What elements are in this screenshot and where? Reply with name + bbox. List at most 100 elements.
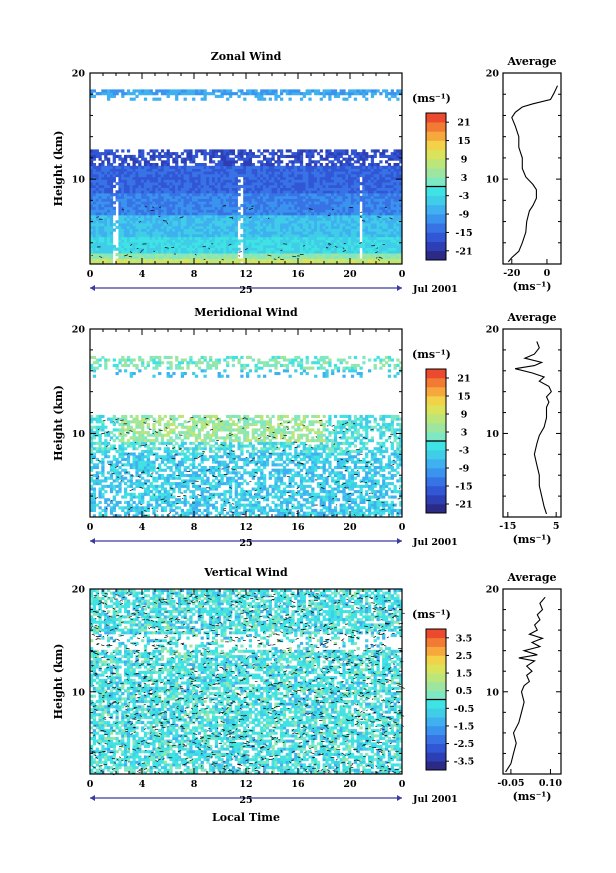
heatmap-cell [115,471,119,475]
heatmap-cell [373,217,377,221]
heatmap-cell [217,171,221,175]
heatmap-cell [177,261,182,265]
heatmap-cell [143,247,148,251]
heatmap-cell [285,212,289,216]
heatmap-cell [288,220,292,224]
heatmap-cell [254,195,258,199]
heatmap-cell [345,184,349,189]
heatmap-cell [112,433,116,437]
heatmap-cell [115,500,119,504]
heatmap-cell [203,168,207,172]
heatmap-cell [223,182,227,186]
heatmap-cell [101,206,105,210]
heatmap-cell [234,193,238,197]
heatmap-cell [180,244,185,249]
heatmap-cell [200,225,204,229]
heatmap-cell [149,204,153,208]
heatmap-cell [265,149,270,153]
heatmap-cell [115,366,119,370]
heatmap-cell [350,193,355,197]
heatmap-cell [243,236,247,240]
heatmap-cell [376,239,380,243]
heatmap-cell [180,231,185,235]
heatmap-cell [149,92,153,96]
heatmap-cell [277,157,281,161]
heatmap-cell [311,214,315,219]
heatmap-cell [285,176,289,180]
heatmap-cell [333,217,338,221]
heatmap-cell [124,184,128,189]
heatmap-cell [226,223,230,227]
heatmap-cell [220,250,224,254]
heatmap-cell [271,168,275,172]
heatmap-cell [98,154,102,159]
heatmap-cell [146,152,150,156]
heatmap-cell [348,184,352,189]
heatmap-cell [118,242,122,246]
heatmap-cell [212,209,216,213]
heatmap-cell [390,157,394,161]
heatmap-cell [92,250,97,254]
heatmap-cell [251,184,255,189]
heatmap-cell [214,228,219,232]
heatmap-cell [212,239,216,243]
heatmap-cell [285,236,289,240]
heatmap-cell [308,171,312,175]
heatmap-cell [331,174,335,178]
heatmap-cell [248,209,253,213]
heatmap-cell [101,204,105,208]
heatmap-cell [229,250,233,254]
heatmap-cell [92,433,97,437]
heatmap-cell [342,261,346,265]
heatmap-cell [277,182,281,186]
heatmap-cell [308,187,312,191]
heatmap-cell [143,220,148,224]
heatmap-cell [277,204,281,208]
heatmap-cell [325,209,329,213]
heatmap-cell [129,253,133,257]
heatmap-cell [302,171,306,175]
heatmap-cell [158,244,162,249]
heatmap-cell [248,160,253,164]
heatmap-cell [353,247,358,251]
heatmap-cell [95,171,99,175]
heatmap-cell [390,154,394,159]
heatmap-cell [385,261,389,265]
heatmap-cell [322,258,326,262]
heatmap-cell [288,165,292,169]
heatmap-cell [135,217,139,221]
heatmap-cell [336,160,341,164]
heatmap-cell [328,149,332,153]
heatmap-cell [212,171,216,175]
heatmap-cell [382,225,386,229]
heatmap-cell [146,204,150,208]
heatmap-cell [152,195,156,199]
heatmap-cell [158,190,162,194]
heatmap-cell [175,182,179,186]
heatmap-cell [302,187,306,191]
heatmap-cell [331,223,335,227]
heatmap-cell [322,228,326,232]
heatmap-cell [163,193,167,197]
heatmap-cell [98,214,102,219]
heatmap-cell [331,179,335,183]
heatmap-cell [308,214,312,219]
heatmap-cell [353,225,358,229]
heatmap-cell [92,258,97,262]
heatmap-cell [311,242,315,246]
heatmap-cell [274,253,278,257]
heatmap-cell [325,228,329,232]
heatmap-cell [370,242,375,246]
heatmap-cell [311,165,315,169]
heatmap-cell [189,184,193,189]
heatmap-cell [90,506,94,510]
heatmap-cell [160,149,165,153]
heatmap-cell [92,157,97,161]
heatmap-cell [342,253,346,257]
heatmap-cell [333,239,338,243]
heatmap-cell [160,206,165,210]
heatmap-cell [342,204,346,208]
heatmap-cell [319,163,323,167]
heatmap-cell [379,231,383,235]
